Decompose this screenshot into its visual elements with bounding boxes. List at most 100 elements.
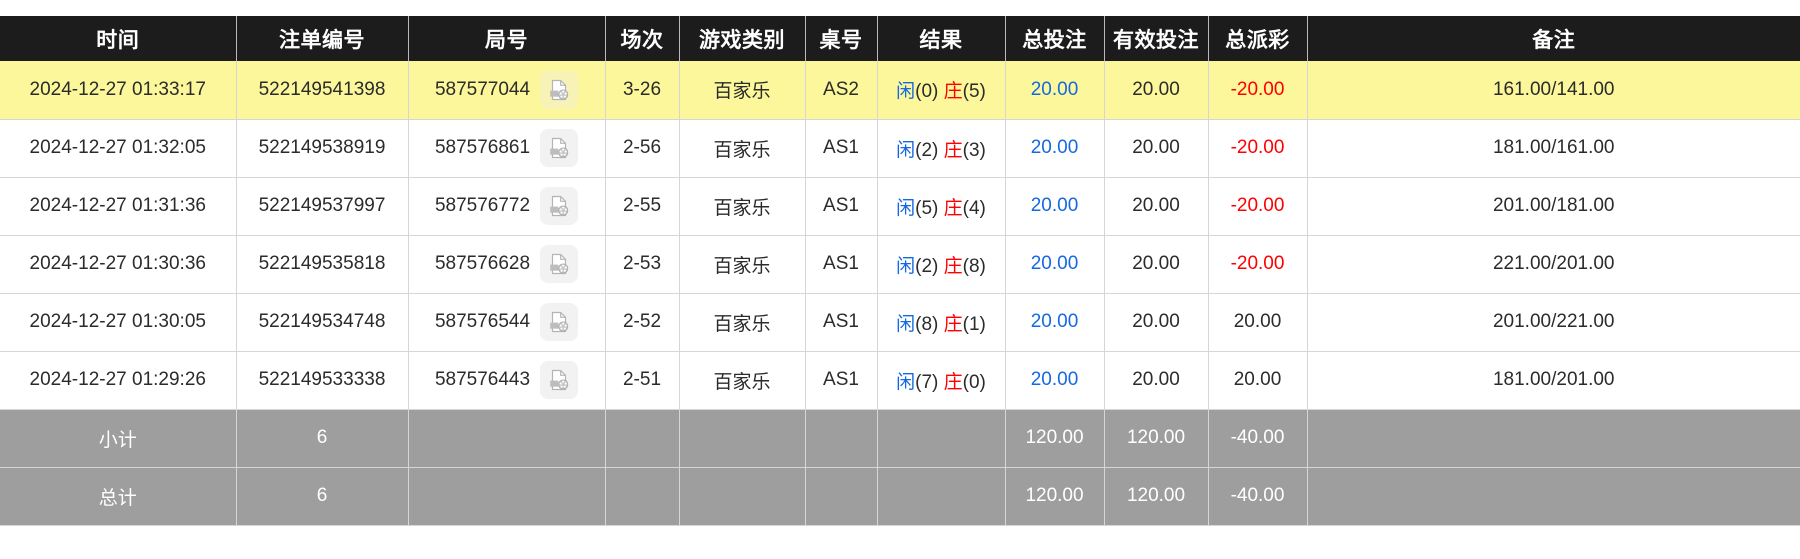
cell-note: 181.00/161.00: [1307, 119, 1800, 178]
cell-order: 522149538919: [236, 119, 409, 178]
cell-round: 587576861: [408, 119, 606, 178]
table-row[interactable]: 2024-12-27 01:33:17 522149541398 587577044…: [0, 61, 1800, 120]
result-banker-value: (5): [962, 81, 986, 103]
cell-session: 2-52: [605, 293, 680, 352]
table-row[interactable]: 2024-12-27 01:30:36 522149535818 587576628…: [0, 235, 1800, 294]
summary-round-empty: [408, 409, 606, 468]
column-header-game[interactable]: 游戏类别: [679, 16, 806, 61]
summary-table-empty: [805, 409, 878, 468]
column-header-payout[interactable]: 总派彩: [1208, 16, 1308, 61]
cell-valid-bet: 20.00: [1104, 61, 1209, 120]
video-replay-icon[interactable]: [540, 129, 579, 167]
cell-game: 百家乐: [679, 119, 806, 178]
round-number: 587576544: [434, 311, 531, 332]
table-body: 2024-12-27 01:33:17 522149541398 587577044…: [0, 61, 1800, 526]
cell-time: 2024-12-27 01:32:05: [0, 119, 237, 178]
result-player-label: 闲: [896, 255, 916, 277]
cell-round: 587576772: [408, 177, 606, 236]
cell-total-payout: 20.00: [1208, 293, 1308, 352]
column-header-session[interactable]: 场次: [605, 16, 680, 61]
summary-session-empty: [605, 467, 680, 526]
cell-result: 闲(8) 庄(1): [877, 293, 1006, 352]
summary-total-bet: 120.00: [1005, 467, 1105, 526]
column-header-bet[interactable]: 总投注: [1005, 16, 1105, 61]
cell-round: 587576628: [408, 235, 606, 294]
round-number: 587576861: [434, 137, 531, 158]
result-player-value: (2): [915, 255, 939, 277]
table-row[interactable]: 2024-12-27 01:31:36 522149537997 587576772…: [0, 177, 1800, 236]
result-banker-value: (1): [962, 313, 986, 335]
result-player-value: (5): [915, 197, 939, 219]
cell-session: 2-51: [605, 351, 680, 410]
cell-result: 闲(5) 庄(4): [877, 177, 1006, 236]
summary-result-empty: [877, 467, 1006, 526]
column-header-time[interactable]: 时间: [0, 16, 237, 61]
cell-result: 闲(7) 庄(0): [877, 351, 1006, 410]
table-row[interactable]: 2024-12-27 01:30:05 522149534748 587576544…: [0, 293, 1800, 352]
result-banker-value: (3): [962, 139, 986, 161]
summary-table-empty: [805, 467, 878, 526]
round-number: 587576443: [434, 369, 531, 390]
cell-valid-bet: 20.00: [1104, 235, 1209, 294]
cell-game: 百家乐: [679, 351, 806, 410]
cell-note: 181.00/201.00: [1307, 351, 1800, 410]
cell-time: 2024-12-27 01:30:36: [0, 235, 237, 294]
summary-row: 总计 6 120.00 120.00 -40.00: [0, 467, 1800, 526]
summary-valid-bet: 120.00: [1104, 409, 1209, 468]
summary-note-empty: [1307, 467, 1800, 526]
cell-game: 百家乐: [679, 61, 806, 120]
bet-history-table: 时间 注单编号 局号 场次 游戏类别 桌号 结果 总投注 有效投注 总派彩 备注…: [0, 16, 1800, 526]
table-header: 时间 注单编号 局号 场次 游戏类别 桌号 结果 总投注 有效投注 总派彩 备注: [0, 16, 1800, 61]
result-banker-label: 庄: [943, 255, 963, 277]
result-player-label: 闲: [896, 197, 916, 219]
video-replay-icon[interactable]: [540, 361, 579, 399]
video-replay-icon[interactable]: [540, 245, 579, 283]
summary-count: 6: [236, 467, 409, 526]
column-header-round[interactable]: 局号: [408, 16, 606, 61]
cell-note: 201.00/181.00: [1307, 177, 1800, 236]
round-number: 587577044: [434, 78, 531, 100]
cell-session: 2-55: [605, 177, 680, 236]
summary-total-payout: -40.00: [1208, 467, 1308, 526]
table-row[interactable]: 2024-12-27 01:29:26 522149533338 587576443…: [0, 351, 1800, 410]
column-header-order[interactable]: 注单编号: [236, 16, 409, 61]
table-row[interactable]: 2024-12-27 01:32:05 522149538919 587576861…: [0, 119, 1800, 178]
column-header-result[interactable]: 结果: [877, 16, 1006, 61]
cell-total-bet: 20.00: [1005, 61, 1105, 120]
result-player-value: (8): [915, 313, 939, 335]
cell-order: 522149533338: [236, 351, 409, 410]
cell-total-bet: 20.00: [1005, 119, 1105, 178]
column-header-table[interactable]: 桌号: [805, 16, 878, 61]
cell-game: 百家乐: [679, 235, 806, 294]
cell-total-bet: 20.00: [1005, 293, 1105, 352]
summary-label: 小计: [0, 409, 237, 468]
cell-valid-bet: 20.00: [1104, 293, 1209, 352]
round-number: 587576628: [434, 253, 531, 274]
summary-total-payout: -40.00: [1208, 409, 1308, 468]
column-header-note[interactable]: 备注: [1307, 16, 1800, 61]
result-banker-value: (8): [962, 255, 986, 277]
result-player-value: (0): [915, 81, 939, 103]
video-replay-icon[interactable]: [540, 70, 579, 109]
cell-game: 百家乐: [679, 177, 806, 236]
round-number: 587576772: [434, 195, 531, 216]
result-player-label: 闲: [896, 81, 916, 103]
summary-round-empty: [408, 467, 606, 526]
cell-table: AS1: [805, 293, 878, 352]
cell-session: 2-53: [605, 235, 680, 294]
cell-note: 221.00/201.00: [1307, 235, 1800, 294]
cell-order: 522149535818: [236, 235, 409, 294]
column-header-valid[interactable]: 有效投注: [1104, 16, 1209, 61]
cell-result: 闲(2) 庄(8): [877, 235, 1006, 294]
cell-order: 522149541398: [236, 61, 409, 120]
cell-session: 2-56: [605, 119, 680, 178]
cell-time: 2024-12-27 01:31:36: [0, 177, 237, 236]
result-banker-value: (0): [962, 371, 986, 393]
video-replay-icon[interactable]: [540, 187, 579, 225]
result-player-label: 闲: [896, 371, 916, 393]
video-replay-icon[interactable]: [540, 303, 579, 341]
cell-result: 闲(0) 庄(5): [877, 61, 1006, 120]
result-banker-label: 庄: [943, 139, 963, 161]
result-player-value: (7): [915, 371, 939, 393]
